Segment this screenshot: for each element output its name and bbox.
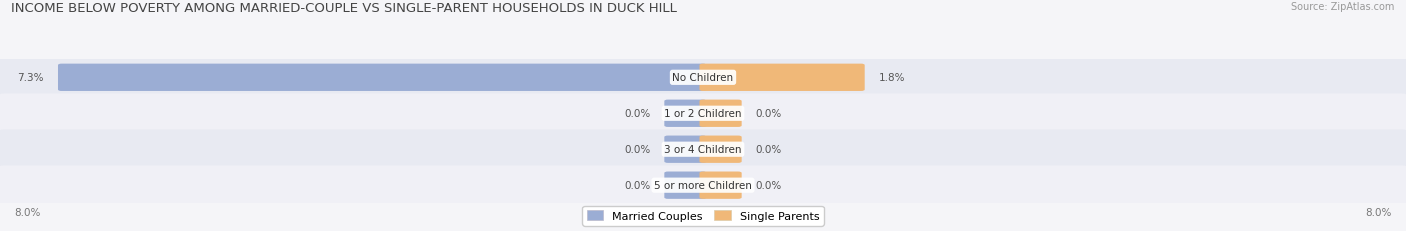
Text: 8.0%: 8.0% [14, 207, 41, 217]
Text: INCOME BELOW POVERTY AMONG MARRIED-COUPLE VS SINGLE-PARENT HOUSEHOLDS IN DUCK HI: INCOME BELOW POVERTY AMONG MARRIED-COUPL… [11, 2, 678, 15]
Text: 0.0%: 0.0% [756, 109, 782, 119]
FancyBboxPatch shape [665, 172, 707, 199]
FancyBboxPatch shape [665, 100, 707, 127]
Text: 7.3%: 7.3% [17, 73, 44, 83]
Text: No Children: No Children [672, 73, 734, 83]
FancyBboxPatch shape [0, 58, 1406, 98]
Text: 5 or more Children: 5 or more Children [654, 180, 752, 190]
Text: Source: ZipAtlas.com: Source: ZipAtlas.com [1291, 2, 1395, 12]
FancyBboxPatch shape [58, 64, 707, 91]
Text: 0.0%: 0.0% [756, 180, 782, 190]
FancyBboxPatch shape [0, 130, 1406, 169]
Text: 0.0%: 0.0% [624, 145, 650, 155]
Text: 0.0%: 0.0% [624, 109, 650, 119]
FancyBboxPatch shape [0, 166, 1406, 205]
Text: 3 or 4 Children: 3 or 4 Children [664, 145, 742, 155]
Text: 0.0%: 0.0% [756, 145, 782, 155]
FancyBboxPatch shape [0, 94, 1406, 134]
FancyBboxPatch shape [700, 136, 742, 163]
Text: 8.0%: 8.0% [1365, 207, 1392, 217]
FancyBboxPatch shape [700, 64, 865, 91]
Text: 1.8%: 1.8% [879, 73, 905, 83]
FancyBboxPatch shape [700, 100, 742, 127]
FancyBboxPatch shape [665, 136, 707, 163]
Text: 0.0%: 0.0% [624, 180, 650, 190]
Text: 1 or 2 Children: 1 or 2 Children [664, 109, 742, 119]
Legend: Married Couples, Single Parents: Married Couples, Single Parents [582, 206, 824, 226]
FancyBboxPatch shape [700, 172, 742, 199]
